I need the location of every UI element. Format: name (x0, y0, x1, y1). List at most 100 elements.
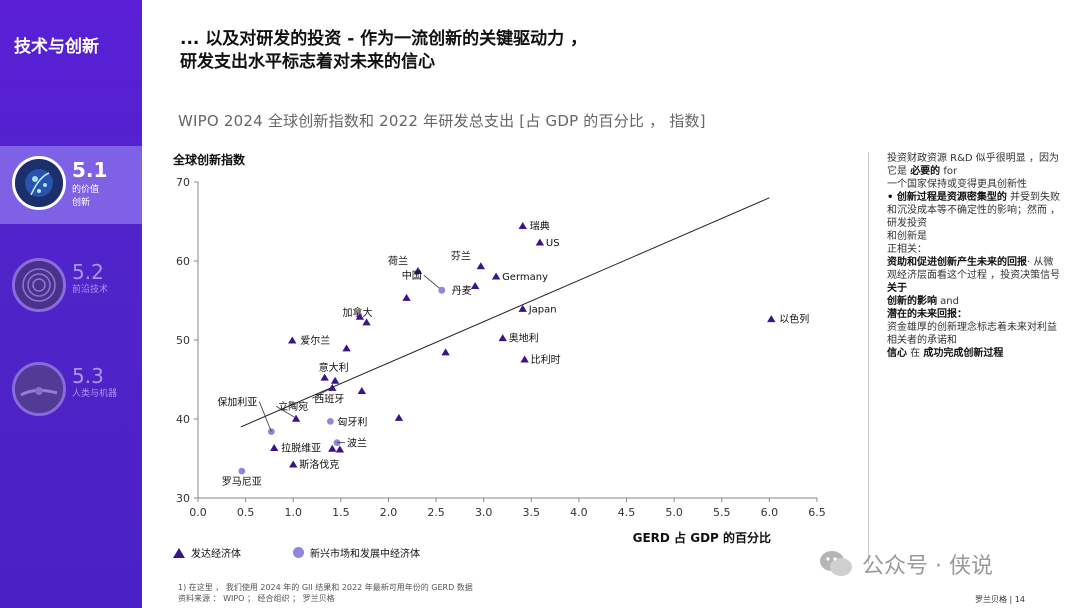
text-run: · 从微观经济层面看这个过程 ，投资决策信号 (887, 257, 1061, 281)
point-label: 以色列 (779, 313, 809, 326)
legend-label: 发达经济体 (191, 549, 241, 560)
sidebar-item-number: 5.2 (72, 260, 104, 284)
point-label: 保加利亚 (217, 396, 257, 409)
point-label: 波兰 (347, 437, 367, 450)
point-label: 拉脱维亚 (281, 441, 321, 454)
legend-label: 新兴市场和发展中经济体 (310, 549, 420, 560)
y-tick-label: 60 (176, 255, 190, 268)
text-run: 正相关： (887, 244, 927, 255)
point-label: Japan (528, 304, 557, 315)
data-point-emerging (438, 286, 446, 294)
point-label: 西班牙 (314, 393, 344, 405)
fingerprint-thumbnail-icon (12, 258, 66, 312)
point-label: 爱尔兰 (300, 334, 330, 347)
sidebar-item-label: 前沿技术 (72, 285, 109, 295)
section-title: 技术与创新 (14, 37, 99, 57)
text-run: 在 (907, 348, 924, 359)
point-label: 奥地利 (509, 332, 539, 345)
data-point-developed (476, 262, 486, 270)
data-point-developed (355, 312, 365, 320)
text-run: 和创新是 (887, 231, 927, 242)
label-leader-line (275, 405, 297, 419)
text-run: 创新的影响 (887, 296, 937, 307)
data-point-developed (520, 355, 529, 363)
scatter-chart: 30 40 50 60 70 0.0 0.5 1.0 1.5 2.0 2.5 3.0 3.5 4.0 4.5… (176, 176, 826, 545)
headline-line-2: 研发支出水平标志着对未来的信心 (180, 52, 435, 72)
chart-legend: 发达经济体 新兴市场和发展中经济体 (173, 545, 472, 560)
data-point-developed (470, 281, 480, 289)
data-point-developed (320, 373, 329, 381)
text-run: 成功完成创新过程 (923, 348, 1004, 359)
legend-entry-emerging: 新兴市场和发展中经济体 (293, 545, 420, 560)
point-label: 丹麦 (452, 285, 472, 297)
page-number: 罗兰贝格 | 14 (975, 595, 1025, 604)
point-label: 立陶宛 (278, 400, 308, 413)
text-run: 必要的 (910, 166, 941, 177)
triangle-marker-icon (173, 547, 185, 558)
sidebar-item-5-2[interactable]: 5.2 前沿技术 (0, 248, 142, 326)
data-point-developed (498, 334, 507, 342)
point-label: 斯洛伐克 (299, 458, 339, 471)
y-tick-label: 30 (176, 492, 190, 505)
label-leader-line (423, 274, 443, 291)
footnote: 1) 在这里 ， 我们使用 2024 年的 GII 结果和 2022 年最新可用… (178, 582, 473, 604)
x-tick-label: 1.0 (284, 506, 302, 519)
point-label: 荷兰 (388, 254, 408, 267)
text-run: 投资财政资源 R&D 似乎很明显 ，因为它是 (887, 153, 1059, 177)
page-headline: ... 以及对研发的投资 - 作为一流创新的关键驱动力 ， 研发支出水平标志着对… (180, 28, 587, 74)
source-line: 资料来源 ： WIPO ； 经合组织 ； 罗兰贝格 (178, 594, 335, 603)
text-run: 信心 (887, 348, 907, 359)
data-point-emerging (267, 428, 275, 436)
data-point-developed (291, 414, 301, 422)
legend-entry-developed: 发达经济体 (173, 545, 241, 560)
text-run: for (940, 166, 958, 177)
point-label: 芬兰 (451, 250, 471, 263)
x-tick-label: 2.0 (380, 506, 398, 519)
text-run: 并受到失败和沉没成本等不确定性的影响；然而 ，研发投资 (887, 192, 1061, 229)
x-tick-label: 5.5 (713, 506, 731, 519)
watermark: 公众号 · 侠说 (818, 548, 993, 580)
data-point-developed (288, 336, 297, 344)
wechat-icon (820, 551, 852, 576)
sidebar-item-5-3[interactable]: 5.3 人类与机器 (0, 352, 142, 430)
x-tick-label: 5.0 (665, 506, 683, 519)
text-run: 资金雄厚的创新理念标志着未来对利益相关者的承诺和 (887, 322, 1057, 346)
data-point-developed (441, 348, 450, 356)
sidebar-item-number: 5.3 (72, 364, 104, 388)
y-tick-label: 50 (176, 334, 190, 347)
data-point-developed (362, 318, 371, 326)
text-run: • 创新过程是资源密集型的 (887, 192, 1007, 203)
y-tick-label: 70 (176, 176, 190, 189)
y-axis-title: 全球创新指数 (173, 153, 246, 167)
data-point-developed (518, 304, 527, 312)
text-run: 资助和促进创新产生未来的回报 (887, 257, 1027, 268)
point-label: 加拿大 (343, 306, 373, 319)
footnote-line: 1) 在这里 ， 我们使用 2024 年的 GII 结果和 2022 年最新可用… (178, 583, 473, 592)
x-tick-label: 4.0 (570, 506, 588, 519)
sidebar-item-label: 的价值 (72, 185, 100, 195)
data-point-developed (535, 238, 545, 246)
data-point-developed (357, 387, 366, 395)
point-label: 比利时 (531, 354, 561, 366)
point-label: 瑞典 (530, 219, 550, 232)
robot-hand-thumbnail-icon (12, 362, 66, 416)
sidebar-item-5-1[interactable]: 5.1 的价值 创新 (0, 146, 142, 224)
divider (868, 152, 869, 564)
point-label: 意大利 (319, 361, 349, 374)
x-tick-label: 0.5 (237, 506, 255, 519)
sidebar-item-label: 人类与机器 (72, 389, 118, 399)
text-run: and (937, 296, 959, 307)
x-tick-label: 0.0 (189, 506, 207, 519)
x-tick-label: 3.5 (523, 506, 541, 519)
point-label: 罗马尼亚 (222, 476, 262, 488)
data-point-developed (269, 443, 279, 451)
label-leader-line (258, 401, 272, 432)
chart-title: WIPO 2024 全球创新指数和 2022 年研发总支出 [占 GDP 的百分… (178, 112, 706, 130)
data-point-developed (342, 344, 351, 352)
data-point-developed (402, 293, 411, 301)
data-point-developed (518, 221, 527, 229)
point-label: Germany (502, 272, 548, 283)
data-point-developed (335, 445, 345, 453)
label-leader-line (312, 387, 333, 399)
headline-line-1: ... 以及对研发的投资 - 作为一流创新的关键驱动力 ， (180, 29, 588, 49)
